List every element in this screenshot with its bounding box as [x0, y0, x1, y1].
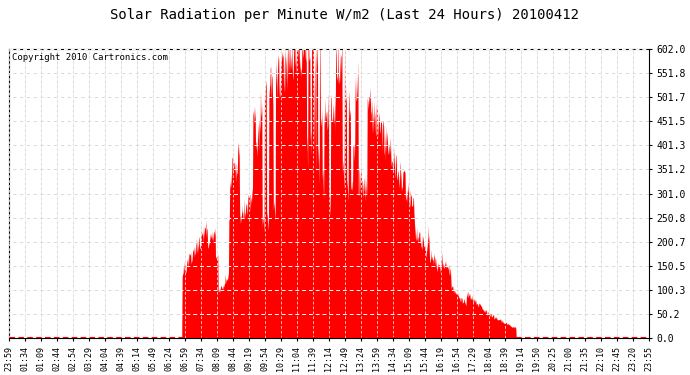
Text: Copyright 2010 Cartronics.com: Copyright 2010 Cartronics.com [12, 53, 168, 62]
Text: Solar Radiation per Minute W/m2 (Last 24 Hours) 20100412: Solar Radiation per Minute W/m2 (Last 24… [110, 8, 580, 21]
